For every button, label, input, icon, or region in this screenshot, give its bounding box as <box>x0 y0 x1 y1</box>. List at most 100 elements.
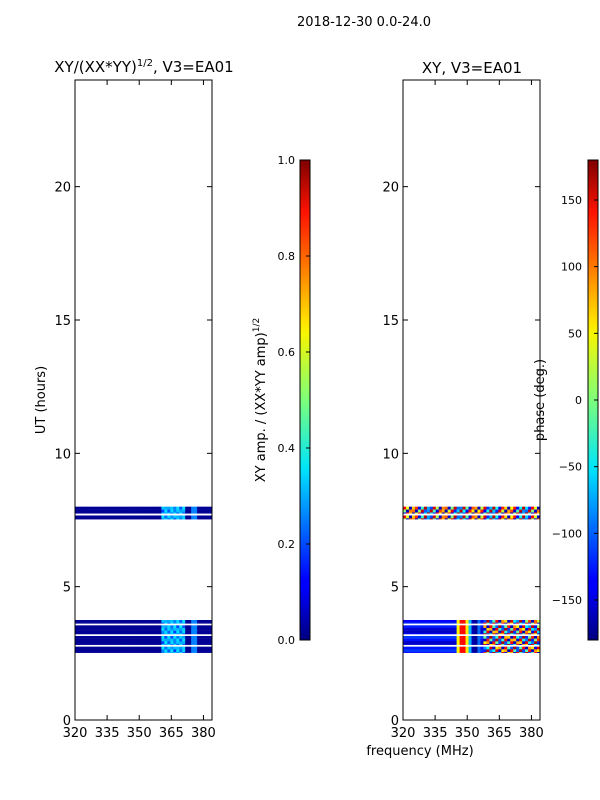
heatmap-cell <box>86 638 91 642</box>
heatmap-cell <box>176 630 180 634</box>
heatmap-cell <box>143 506 147 510</box>
heatmap-cell <box>185 633 189 635</box>
heatmap-cell <box>450 649 454 653</box>
heatmap-cell <box>495 641 499 645</box>
heatmap-cell <box>438 512 443 514</box>
heatmap-cell <box>403 652 407 653</box>
heatmap-cell <box>486 652 490 653</box>
heatmap-cell <box>98 515 103 519</box>
heatmap-cell <box>492 518 496 520</box>
heatmap-cell <box>83 652 88 653</box>
colorbar-tick-label: 0 <box>575 394 582 407</box>
heatmap-cell <box>501 646 505 650</box>
heatmap-cell <box>414 625 419 629</box>
heatmap-cell <box>206 644 210 645</box>
heatmap-cell <box>209 646 213 650</box>
heatmap-cell <box>119 649 123 653</box>
heatmap-cell <box>185 630 189 634</box>
heatmap-cell <box>131 620 135 623</box>
heatmap-cell <box>75 620 79 623</box>
heatmap-cell <box>77 512 82 514</box>
heatmap-cell <box>426 649 431 653</box>
heatmap-cell <box>501 630 505 634</box>
heatmap-cell <box>80 646 85 650</box>
heatmap-cell <box>474 628 478 631</box>
heatmap-cell <box>128 646 132 650</box>
heatmap-cell <box>140 636 144 639</box>
heatmap-cell <box>513 636 517 639</box>
heatmap-cell <box>75 515 79 519</box>
heatmap-cell <box>429 638 434 642</box>
heatmap-cell <box>143 649 147 653</box>
heatmap-cell <box>110 638 115 642</box>
heatmap-cell <box>522 644 526 645</box>
y-tick-label: 10 <box>54 447 71 462</box>
heatmap-cell <box>510 512 514 514</box>
heatmap-cell <box>86 641 91 645</box>
heatmap-cell <box>537 644 541 645</box>
heatmap-cell <box>507 506 511 510</box>
heatmap-cell <box>176 512 180 514</box>
heatmap-cell <box>152 652 156 653</box>
heatmap-cell <box>182 641 186 645</box>
heatmap-cell <box>167 512 171 514</box>
heatmap-cell <box>95 628 100 631</box>
heatmap-cell <box>516 515 520 519</box>
heatmap-cell <box>92 625 97 629</box>
heatmap-cell <box>158 625 162 629</box>
heatmap-cell <box>137 509 141 513</box>
heatmap-cell <box>101 652 106 653</box>
heatmap-cell <box>152 649 156 653</box>
heatmap-cell <box>98 646 103 650</box>
heatmap-cell <box>531 649 535 653</box>
heatmap-cell <box>110 630 115 634</box>
heatmap-cell <box>498 641 502 645</box>
heatmap-cell <box>149 515 153 519</box>
heatmap-cell <box>182 620 186 623</box>
heatmap-cell <box>403 512 407 514</box>
right-heatmap <box>403 506 541 653</box>
heatmap-cell <box>450 518 454 520</box>
heatmap-cell <box>465 638 469 642</box>
heatmap-cell <box>107 512 112 514</box>
heatmap-cell <box>441 628 445 631</box>
heatmap-cell <box>534 628 538 631</box>
colorbar-tick-label: 0.6 <box>278 346 296 359</box>
heatmap-cell <box>465 649 469 653</box>
heatmap-cell <box>465 625 469 629</box>
heatmap-cell <box>504 636 508 639</box>
heatmap-cell <box>188 515 192 519</box>
heatmap-cell <box>185 512 189 514</box>
heatmap-cell <box>522 638 526 642</box>
heatmap-cell <box>98 512 103 514</box>
heatmap-cell <box>480 509 484 513</box>
heatmap-cell <box>131 633 135 635</box>
y-tick-label: 5 <box>391 581 399 596</box>
heatmap-cell <box>197 506 201 510</box>
heatmap-cell <box>116 512 120 514</box>
heatmap-cell <box>525 518 529 520</box>
heatmap-cell <box>411 518 416 520</box>
heatmap-cell <box>95 625 100 629</box>
heatmap-cell <box>534 638 538 642</box>
heatmap-cell <box>113 630 117 634</box>
heatmap-cell <box>483 620 487 623</box>
heatmap-cell <box>426 633 431 635</box>
heatmap-cell <box>483 509 487 513</box>
x-tick-label: 335 <box>95 726 120 741</box>
heatmap-cell <box>405 509 410 513</box>
heatmap-cell <box>477 625 481 629</box>
heatmap-cell <box>522 646 526 650</box>
heatmap-cell <box>179 512 183 514</box>
heatmap-cell <box>417 506 422 510</box>
heatmap-cell <box>119 625 123 629</box>
heatmap-cell <box>516 644 520 645</box>
heatmap-cell <box>483 622 487 624</box>
heatmap-cell <box>510 625 514 629</box>
heatmap-cell <box>164 644 168 645</box>
heatmap-cell <box>89 636 94 639</box>
heatmap-cell <box>200 644 204 645</box>
heatmap-cell <box>170 512 174 514</box>
heatmap-cell <box>411 625 416 629</box>
